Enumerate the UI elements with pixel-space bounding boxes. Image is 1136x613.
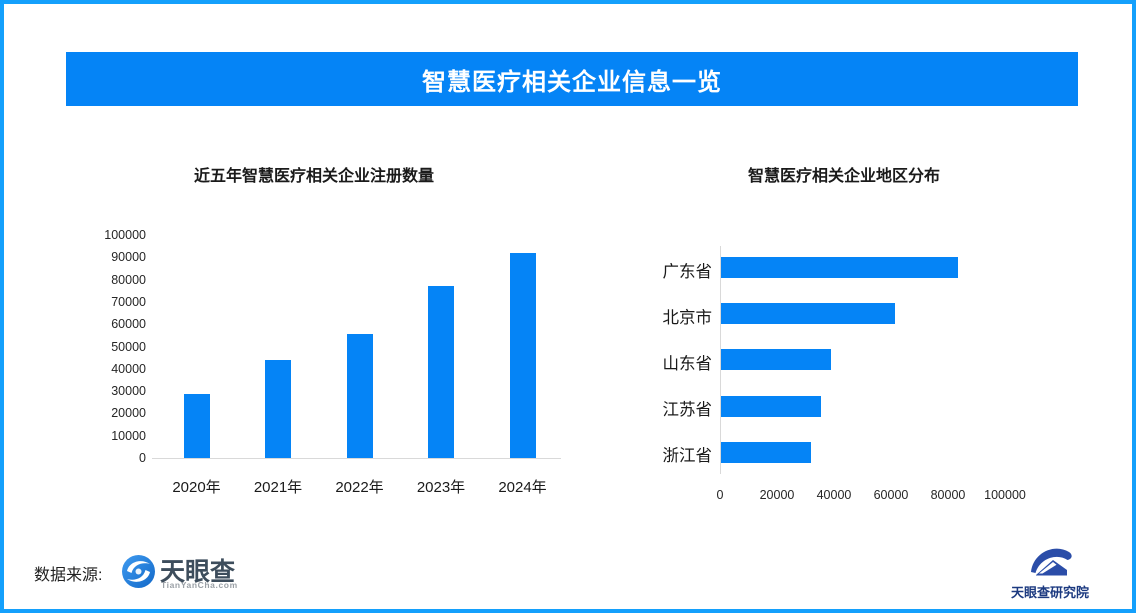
bar-江苏省 — [721, 395, 821, 417]
x-axis-label-2022年: 2022年 — [335, 479, 384, 496]
bar-2021年 — [265, 359, 291, 458]
x-axis-label-2024年: 2024年 — [498, 479, 547, 496]
y-axis-tick-50000: 50000 — [111, 339, 146, 354]
x-axis-tick-100000: 100000 — [984, 488, 1026, 502]
x-axis-tick-60000: 60000 — [873, 488, 909, 502]
tianyancha-logo: 天眼查 TianYanCha.com — [122, 554, 252, 592]
category-label-江苏省: 江苏省 — [662, 401, 713, 420]
x-axis-label-2023年: 2023年 — [416, 479, 466, 496]
institute-logo-text: 天眼查研究院 — [1010, 585, 1089, 600]
page-title: 智慧医疗相关企业信息一览 — [422, 68, 722, 96]
y-axis-tick-90000: 90000 — [111, 250, 146, 265]
y-axis-tick-100000: 100000 — [104, 228, 146, 242]
y-axis-tick-80000: 80000 — [111, 272, 146, 287]
bar-2020年 — [183, 394, 210, 458]
registration-chart-title: 近五年智慧医疗相关企业注册数量 — [193, 168, 434, 185]
title-banner: 智慧医疗相关企业信息一览 — [66, 52, 1078, 106]
x-axis-tick-0: 0 — [716, 488, 724, 502]
bar-山东省 — [721, 349, 831, 371]
category-label-北京市: 北京市 — [662, 308, 713, 327]
y-axis-tick-30000: 30000 — [111, 384, 146, 399]
x-axis-tick-80000: 80000 — [930, 488, 966, 502]
bar-2023年 — [428, 286, 454, 458]
y-axis-tick-40000: 40000 — [111, 361, 146, 376]
category-label-广东省: 广东省 — [662, 262, 713, 281]
x-axis-tick-40000: 40000 — [816, 488, 852, 502]
bar-2024年 — [509, 252, 536, 458]
y-axis-tick-20000: 20000 — [111, 406, 146, 421]
tianyancha-logo-text: 天眼查 — [160, 558, 236, 586]
x-axis-label-2020年: 2020年 — [172, 479, 221, 496]
y-axis-tick-60000: 60000 — [111, 317, 146, 332]
data-source-label: 数据来源: — [34, 567, 103, 584]
tianyancha-domain-text: TianYanCha.com — [161, 580, 238, 590]
bar-2022年 — [346, 334, 373, 458]
region-chart-title: 智慧医疗相关企业地区分布 — [747, 168, 940, 185]
institute-logo: 天眼查研究院 — [1002, 544, 1098, 602]
y-axis-tick-10000: 10000 — [111, 428, 146, 443]
x-axis-line — [152, 458, 561, 459]
y-axis-tick-0: 0 — [139, 451, 146, 465]
x-axis-tick-20000: 20000 — [759, 488, 795, 502]
bar-北京市 — [721, 303, 895, 325]
institute-logo-icon — [1027, 544, 1073, 585]
tianyancha-logo-icon — [122, 555, 155, 593]
category-label-浙江省: 浙江省 — [662, 447, 713, 466]
y-axis-tick-70000: 70000 — [111, 294, 146, 309]
y-axis-line — [720, 246, 721, 474]
bar-广东省 — [721, 257, 958, 278]
x-axis-label-2021年: 2021年 — [253, 479, 303, 496]
category-label-山东省: 山东省 — [662, 354, 713, 373]
bar-浙江省 — [721, 441, 811, 463]
